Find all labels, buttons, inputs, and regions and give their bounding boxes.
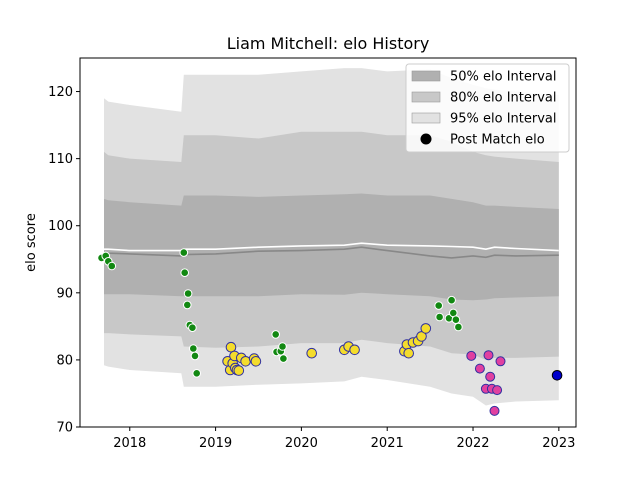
legend-label: 50% elo Interval (450, 70, 557, 85)
upper-line (104, 242, 559, 252)
legend-label: Post Match elo (450, 133, 545, 148)
data-point-yellow (420, 323, 432, 334)
x-tick-label: 2020 (285, 436, 318, 451)
data-point-green (278, 342, 287, 351)
band-50-percent (104, 193, 559, 301)
legend-swatch (411, 91, 441, 103)
x-tick-label: 2019 (199, 436, 232, 451)
y-tick-label: 110 (48, 152, 73, 167)
data-point-green (188, 323, 197, 333)
data-point-yellow (416, 331, 427, 342)
chart-title: Liam Mitchell: elo History (227, 34, 430, 53)
legend-box (405, 63, 570, 153)
x-tick-label: 2018 (113, 436, 146, 451)
data-point-green (179, 248, 189, 257)
data-point-green (271, 330, 281, 339)
data-point-green (454, 322, 463, 332)
y-tick-label: 100 (48, 219, 73, 234)
legend-marker (420, 133, 432, 145)
x-tick-label: 2022 (456, 436, 489, 451)
data-point-green (192, 369, 201, 378)
data-point-pink (492, 385, 503, 396)
legend-swatch (411, 112, 441, 124)
data-point-green (434, 301, 444, 310)
y-tick-label: 80 (56, 353, 73, 368)
data-point-green (183, 300, 192, 310)
data-point-green (279, 354, 288, 363)
x-tick-label: 2021 (371, 436, 404, 451)
x-tick-label: 2023 (542, 436, 575, 451)
data-point-yellow (225, 341, 237, 353)
data-point-pink (489, 405, 500, 416)
data-point-green (180, 268, 189, 278)
data-point-pink (474, 363, 485, 374)
data-point-green (447, 295, 456, 305)
data-point-yellow (349, 344, 360, 356)
x-axis-ticks: 2018 2019 2020 2021 2022 2023 (113, 427, 575, 451)
axes-frame (79, 57, 577, 428)
data-point-pink (483, 350, 494, 361)
data-point-green (189, 344, 198, 353)
data-point-yellow (306, 347, 318, 359)
data-point-yellow (250, 356, 262, 367)
data-point-green (435, 312, 444, 322)
legend-swatch (411, 70, 441, 82)
data-point-pink (466, 350, 477, 361)
y-axis-ticks: 70 80 90 100 110 120 (48, 85, 80, 436)
legend-label: 95% elo Interval (450, 112, 557, 127)
data-point-final (551, 370, 563, 381)
data-point-pink (495, 356, 506, 367)
legend-label: 80% elo Interval (450, 91, 557, 106)
data-point-green (451, 315, 461, 325)
data-points (97, 248, 563, 416)
data-point-green (183, 289, 193, 298)
data-point-yellow (403, 347, 415, 359)
data-point-green (107, 261, 117, 271)
data-point-yellow (233, 365, 245, 376)
y-tick-label: 70 (56, 421, 73, 436)
interval-lines (103, 242, 559, 259)
y-axis-label: elo score (24, 213, 39, 272)
legend: 50% elo Interval 80% elo Interval 95% elo … (405, 63, 570, 153)
data-point-green (190, 351, 200, 361)
y-tick-label: 90 (56, 286, 73, 301)
data-point-pink (485, 371, 496, 382)
mean-line (103, 246, 559, 259)
y-tick-label: 120 (48, 85, 73, 100)
